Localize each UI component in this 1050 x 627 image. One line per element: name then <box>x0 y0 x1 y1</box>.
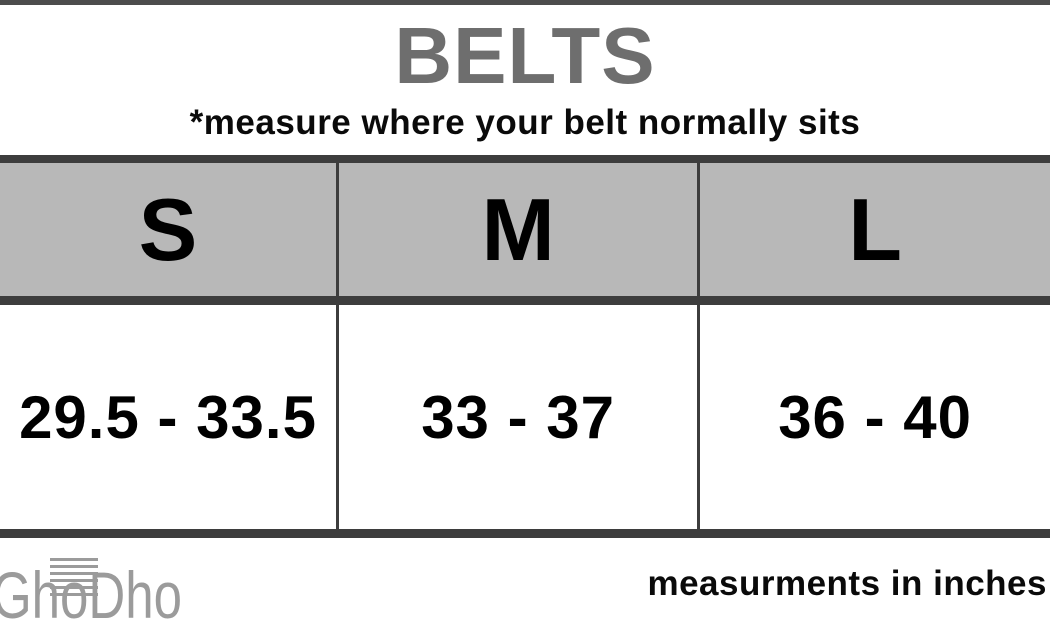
size-table: S M L 29.5 - 33.5 33 - 37 36 - 40 <box>0 155 1050 538</box>
column-header-medium: M <box>336 163 697 296</box>
page-title: BELTS <box>394 11 656 100</box>
size-table-header-row: S M L <box>0 163 1050 305</box>
logo-stripes-icon <box>50 558 98 596</box>
column-header-large: L <box>697 163 1050 296</box>
units-note: measurments in inches <box>647 564 1047 603</box>
range-medium: 33 - 37 <box>336 305 697 529</box>
column-header-small: S <box>138 179 198 279</box>
range-large: 36 - 40 <box>697 305 1050 529</box>
measure-instruction: *measure where your belt normally sits <box>189 103 861 142</box>
logo-brand-text: GhoDho <box>0 558 182 627</box>
range-small: 29.5 - 33.5 <box>19 383 317 451</box>
ghodho-logo: GhoDho <box>0 558 182 627</box>
top-divider <box>0 0 1050 5</box>
size-table-data-row: 29.5 - 33.5 33 - 37 36 - 40 <box>0 305 1050 538</box>
